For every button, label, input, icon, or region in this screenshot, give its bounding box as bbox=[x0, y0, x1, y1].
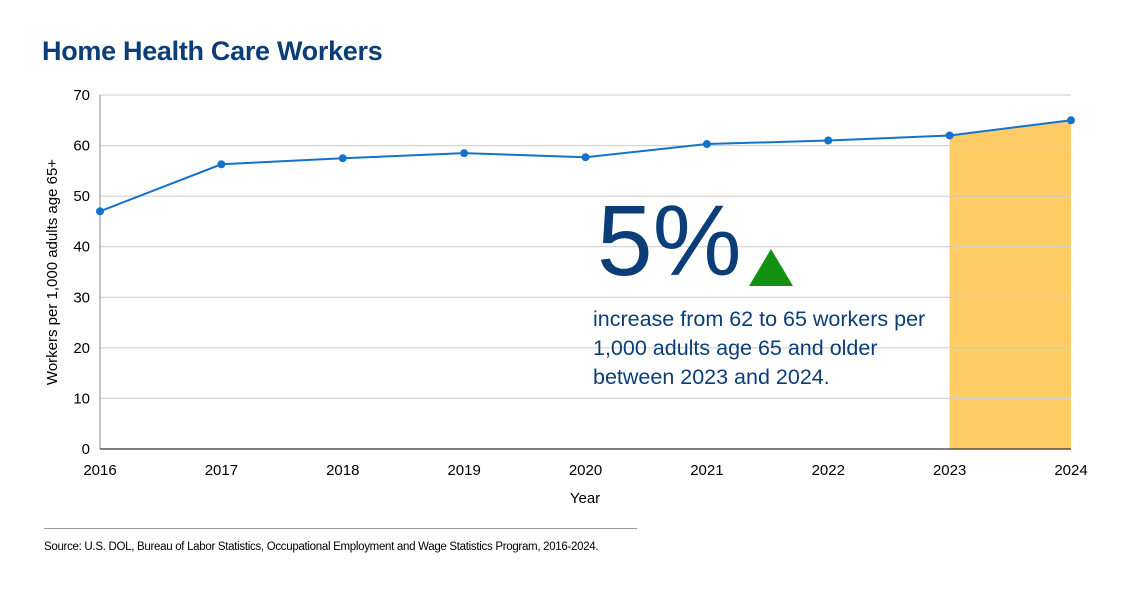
axes bbox=[99, 95, 1071, 450]
series-layer bbox=[96, 116, 1075, 216]
callout-box: 5% increase from 62 to 65 workers per 1,… bbox=[581, 183, 931, 398]
data-point bbox=[338, 154, 347, 163]
data-point bbox=[460, 149, 469, 158]
y-tick-label: 60 bbox=[73, 138, 90, 155]
x-tick-label: 2019 bbox=[447, 462, 480, 479]
chart-title: Home Health Care Workers bbox=[42, 36, 383, 66]
tick-labels: 0 10 20 30 40 50 60 70 2016 2017 2018 2019 2020 2021 2… bbox=[73, 87, 1087, 479]
x-tick-label: 2021 bbox=[690, 462, 723, 479]
x-tick-label: 2017 bbox=[205, 462, 238, 479]
gridlines bbox=[100, 94, 1071, 399]
x-tick-label: 2023 bbox=[933, 462, 966, 479]
data-point bbox=[217, 160, 226, 169]
data-point bbox=[702, 140, 711, 149]
data-point bbox=[581, 153, 590, 162]
y-tick-label: 10 bbox=[73, 390, 90, 407]
y-tick-label: 40 bbox=[73, 239, 90, 256]
data-point bbox=[824, 136, 833, 145]
y-tick-label: 30 bbox=[73, 289, 90, 306]
source-note: Source: U.S. DOL, Bureau of Labor Statis… bbox=[44, 541, 599, 553]
y-axis-label: Workers per 1,000 adults age 65+ bbox=[44, 159, 61, 385]
highlight-layer bbox=[949, 120, 1071, 450]
y-tick-label: 70 bbox=[73, 87, 90, 104]
x-axis-label: Year bbox=[570, 490, 600, 507]
data-point bbox=[96, 207, 104, 216]
x-tick-label: 2024 bbox=[1054, 462, 1087, 479]
y-tick-label: 50 bbox=[73, 188, 90, 205]
up-triangle-icon bbox=[749, 249, 793, 286]
highlight-area bbox=[949, 120, 1071, 450]
data-point bbox=[1067, 116, 1075, 125]
x-tick-label: 2018 bbox=[326, 462, 359, 479]
callout-description: increase from 62 to 65 workers per 1,000… bbox=[593, 307, 926, 389]
callout-percentage: 5% bbox=[597, 185, 742, 297]
x-tick-label: 2022 bbox=[812, 462, 845, 479]
data-point bbox=[945, 131, 954, 140]
x-tick-label: 2016 bbox=[83, 462, 116, 479]
y-tick-label: 20 bbox=[73, 340, 90, 357]
x-tick-label: 2020 bbox=[569, 462, 602, 479]
y-tick-label: 0 bbox=[82, 441, 90, 458]
source-divider bbox=[44, 528, 637, 529]
